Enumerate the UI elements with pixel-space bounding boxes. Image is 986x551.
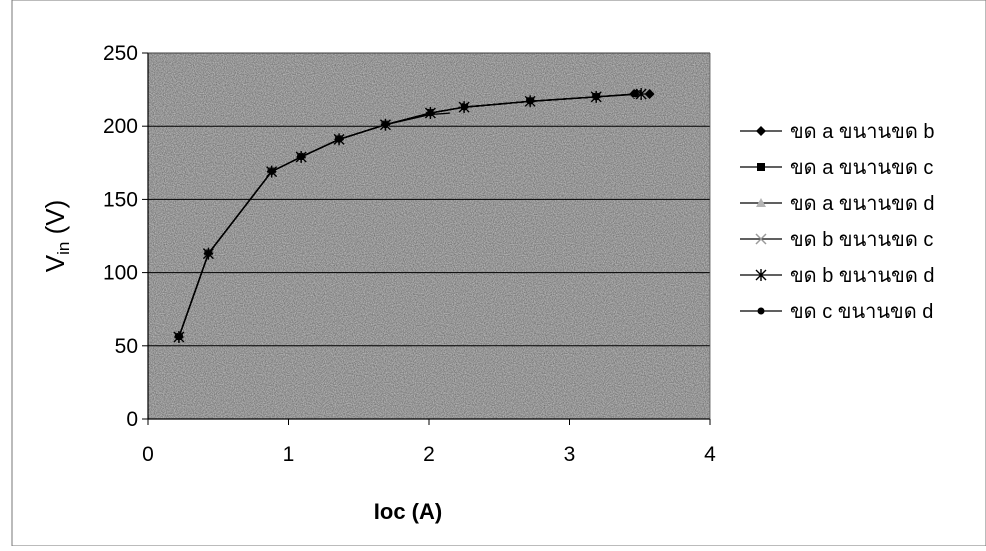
plot-area xyxy=(148,53,710,419)
y-tick-label-0: 0 xyxy=(126,408,138,431)
y-axis-title: Vin (V) xyxy=(40,200,73,272)
y-tick-label-150: 150 xyxy=(103,188,138,211)
x-tick-label-3: 3 xyxy=(564,443,576,466)
series-1-point-12 xyxy=(644,88,655,99)
y-axis-title-unit: (V) xyxy=(40,200,70,242)
legend-marker-6 xyxy=(757,307,765,315)
legend-label-4: ขด b ขนานขด c xyxy=(790,229,933,251)
legend-label-1: ขด a ขนานขด b xyxy=(790,121,934,143)
series-6-point-8 xyxy=(460,103,468,111)
legend: ขด a ขนานขด b ขด a ขนานขด c ขด a ขนานขด d ข… xyxy=(740,121,934,323)
legend-entry-4: ขด b ขนานขด c xyxy=(740,229,933,251)
legend-label-5: ขด b ขนานขด d xyxy=(790,265,934,287)
y-axis-title-main: V xyxy=(40,254,70,272)
legend-entry-1: ขด a ขนานขด b xyxy=(740,121,934,143)
legend-marker-2 xyxy=(757,163,765,171)
series-6-point-7 xyxy=(426,109,434,117)
legend-entry-5: ขด b ขนานขด d xyxy=(740,265,934,287)
plot-texture xyxy=(148,53,710,419)
legend-marker-5 xyxy=(755,269,767,281)
x-tick-label-0: 0 xyxy=(142,443,154,466)
y-tick-label-250: 250 xyxy=(103,42,138,65)
series-6-point-5 xyxy=(335,135,343,143)
x-tick-label-1: 1 xyxy=(283,443,295,466)
x-tick-label-4: 4 xyxy=(704,443,716,466)
legend-entry-3: ขด a ขนานขด d xyxy=(740,193,934,215)
legend-entry-2: ขด a ขนานขด c xyxy=(740,157,933,179)
series-6-point-2 xyxy=(204,250,212,258)
legend-marker-1 xyxy=(756,126,766,136)
series-6-point-9 xyxy=(526,97,534,105)
series-5-point-11 xyxy=(635,87,647,100)
x-axis-title: Ioc (A) xyxy=(374,499,442,524)
y-axis-title-sub: in xyxy=(54,242,73,255)
legend-label-2: ขด a ขนานขด c xyxy=(790,157,933,179)
series-6-point-3 xyxy=(268,168,276,176)
legend-marker-3 xyxy=(756,198,766,207)
y-tick-labels: 0 50 100 150 200 250 xyxy=(103,42,148,431)
series-6-point-1 xyxy=(175,333,183,341)
legend-label-6: ขด c ขนานขด d xyxy=(790,301,933,323)
series-6-point-6 xyxy=(381,121,389,129)
series-group xyxy=(173,87,655,344)
y-tick-label-200: 200 xyxy=(103,115,138,138)
x-tick-label-2: 2 xyxy=(423,443,435,466)
y-tick-label-100: 100 xyxy=(103,262,138,285)
y-tick-label-50: 50 xyxy=(115,335,138,358)
series-6-point-4 xyxy=(297,153,305,161)
legend-marker-4 xyxy=(755,233,767,245)
series-6-point-11 xyxy=(632,90,640,98)
series-6-point-10 xyxy=(592,93,600,101)
y-axis-title-group: Vin (V) xyxy=(40,200,73,272)
legend-entry-6: ขด c ขนานขด d xyxy=(740,301,933,323)
legend-label-3: ขด a ขนานขด d xyxy=(790,193,934,215)
series-6 xyxy=(175,90,640,341)
x-tick-labels: 0 1 2 3 4 xyxy=(142,419,716,466)
